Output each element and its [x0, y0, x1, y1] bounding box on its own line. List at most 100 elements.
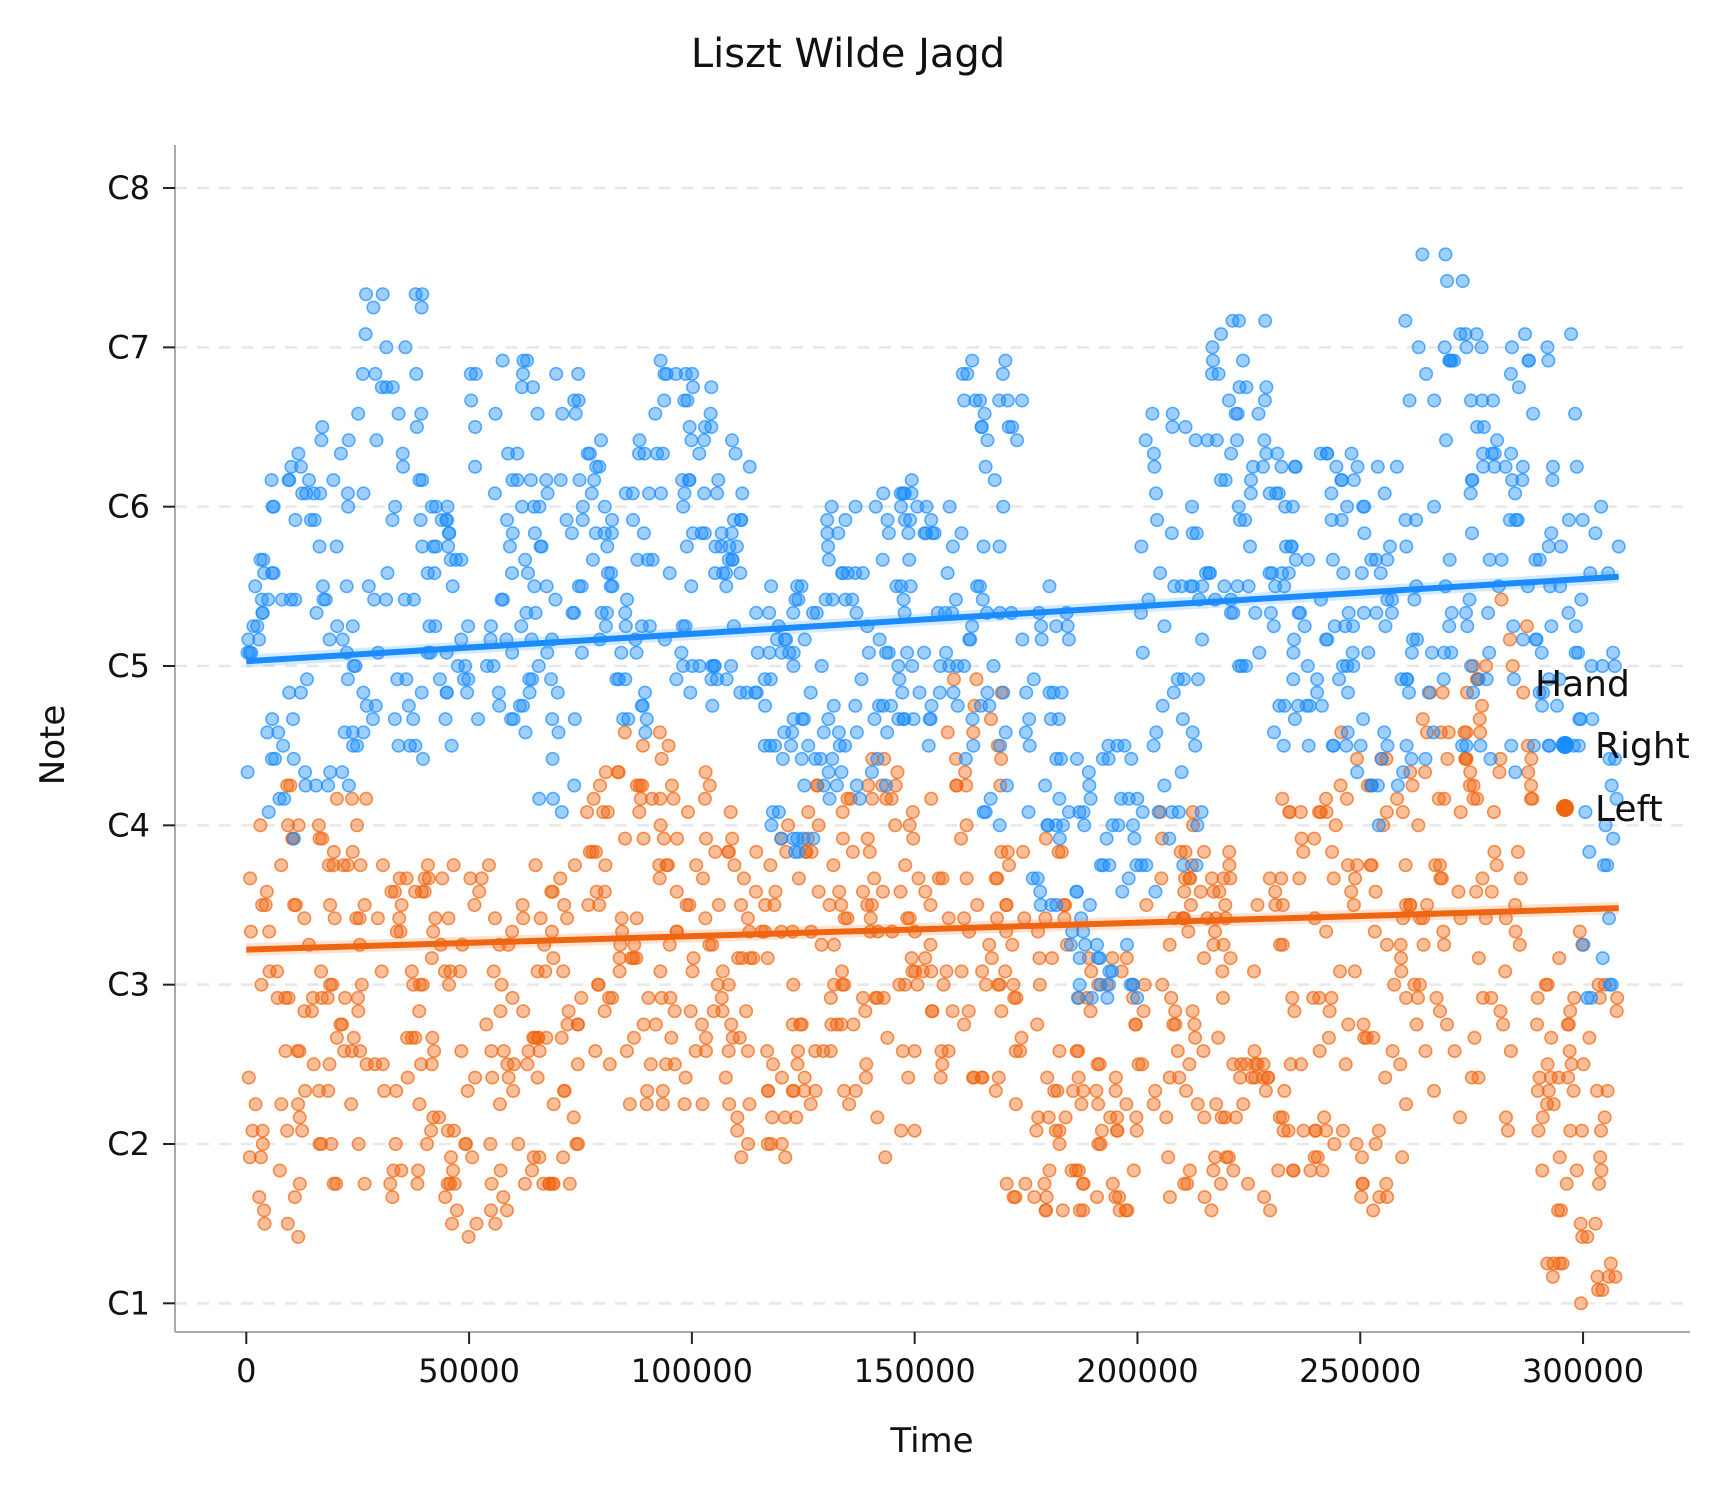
data-point-left	[438, 1190, 453, 1205]
data-point-right	[867, 712, 882, 727]
data-point-left	[280, 1216, 295, 1231]
data-point-right	[525, 380, 540, 395]
data-point-right	[629, 645, 644, 660]
data-point-left	[1466, 778, 1481, 793]
data-point-left	[1083, 1004, 1098, 1019]
data-point-right	[1453, 327, 1468, 342]
data-point-left	[248, 1097, 263, 1112]
data-point-left	[1275, 791, 1290, 806]
data-point-left	[1399, 897, 1414, 912]
data-point-left	[982, 937, 997, 952]
data-point-right	[1188, 433, 1203, 448]
data-point-right	[597, 499, 612, 514]
data-point-right	[1398, 313, 1413, 328]
data-point-right	[415, 473, 430, 488]
data-point-right	[401, 698, 416, 713]
data-point-left	[858, 1070, 873, 1085]
data-point-left	[1440, 751, 1455, 766]
data-point-right	[910, 499, 925, 514]
data-point-right	[1056, 818, 1071, 833]
data-point-right	[341, 433, 356, 448]
data-point-left	[1208, 924, 1223, 939]
data-point-right	[1259, 380, 1274, 395]
data-point-left	[1030, 1017, 1045, 1032]
data-point-right	[835, 566, 850, 581]
data-point-right	[809, 605, 824, 620]
data-point-left	[596, 805, 611, 820]
data-point-right	[1284, 539, 1299, 554]
data-point-right	[1609, 791, 1624, 806]
data-point-right	[1390, 778, 1405, 793]
data-point-left	[758, 897, 773, 912]
data-point-left	[970, 897, 985, 912]
data-point-left	[1538, 977, 1553, 992]
data-point-left	[1471, 951, 1486, 966]
data-point-left	[385, 1190, 400, 1205]
data-point-right	[1183, 579, 1198, 594]
data-point-right	[684, 579, 699, 594]
data-point-right	[848, 499, 863, 514]
data-point-right	[321, 778, 336, 793]
data-point-left	[714, 990, 729, 1005]
data-point-right	[614, 645, 629, 660]
data-point-right	[1165, 406, 1180, 421]
data-point-right	[1518, 327, 1533, 342]
data-point-left	[1168, 1004, 1183, 1019]
data-point-left	[1105, 1176, 1120, 1191]
data-point-left	[291, 1229, 306, 1244]
data-point-right	[1506, 619, 1521, 634]
data-point-left	[706, 1004, 721, 1019]
data-point-left	[1366, 1203, 1381, 1218]
data-point-left	[1241, 1176, 1256, 1191]
data-point-left	[1029, 1123, 1044, 1138]
data-point-left	[695, 871, 710, 886]
data-point-right	[794, 751, 809, 766]
data-point-left	[1248, 1057, 1263, 1072]
data-point-right	[1425, 645, 1440, 660]
data-point-left	[505, 924, 520, 939]
data-point-left	[574, 990, 589, 1005]
data-point-left	[998, 964, 1013, 979]
data-point-left	[557, 897, 572, 912]
data-point-right	[932, 685, 947, 700]
data-point-right	[1340, 658, 1355, 673]
data-point-left	[842, 1097, 857, 1112]
data-point-right	[368, 366, 383, 381]
data-point-right	[1222, 393, 1237, 408]
data-point-left	[721, 844, 736, 859]
data-point-left	[677, 1097, 692, 1112]
data-point-right	[1371, 818, 1386, 833]
data-point-left	[1368, 1137, 1383, 1152]
data-point-left	[1405, 778, 1420, 793]
data-point-left	[790, 1044, 805, 1059]
data-point-right	[1327, 619, 1342, 634]
data-point-left	[570, 1057, 585, 1072]
data-point-left	[640, 1083, 655, 1098]
data-point-right	[1005, 419, 1020, 434]
data-point-left	[939, 964, 954, 979]
data-point-right	[1574, 592, 1589, 607]
data-point-left	[1268, 897, 1283, 912]
data-point-right	[506, 712, 521, 727]
data-point-left	[614, 911, 629, 926]
data-point-right	[682, 473, 697, 488]
data-point-right	[942, 499, 957, 514]
data-point-right	[1146, 738, 1161, 753]
data-point-left	[953, 831, 968, 846]
data-point-right	[340, 672, 355, 687]
data-point-left	[778, 1110, 793, 1125]
data-point-right	[518, 725, 533, 740]
data-point-left	[1531, 1123, 1546, 1138]
data-point-left	[1233, 1070, 1248, 1085]
data-point-left	[412, 1097, 427, 1112]
data-point-right	[1438, 247, 1453, 262]
data-point-right	[1561, 512, 1576, 527]
data-point-left	[1479, 658, 1494, 673]
data-point-right	[1356, 712, 1371, 727]
data-point-right	[409, 419, 424, 434]
data-point-left	[636, 831, 651, 846]
data-point-left	[749, 844, 764, 859]
data-point-left	[465, 1150, 480, 1165]
data-point-right	[861, 645, 876, 660]
data-point-left	[670, 831, 685, 846]
